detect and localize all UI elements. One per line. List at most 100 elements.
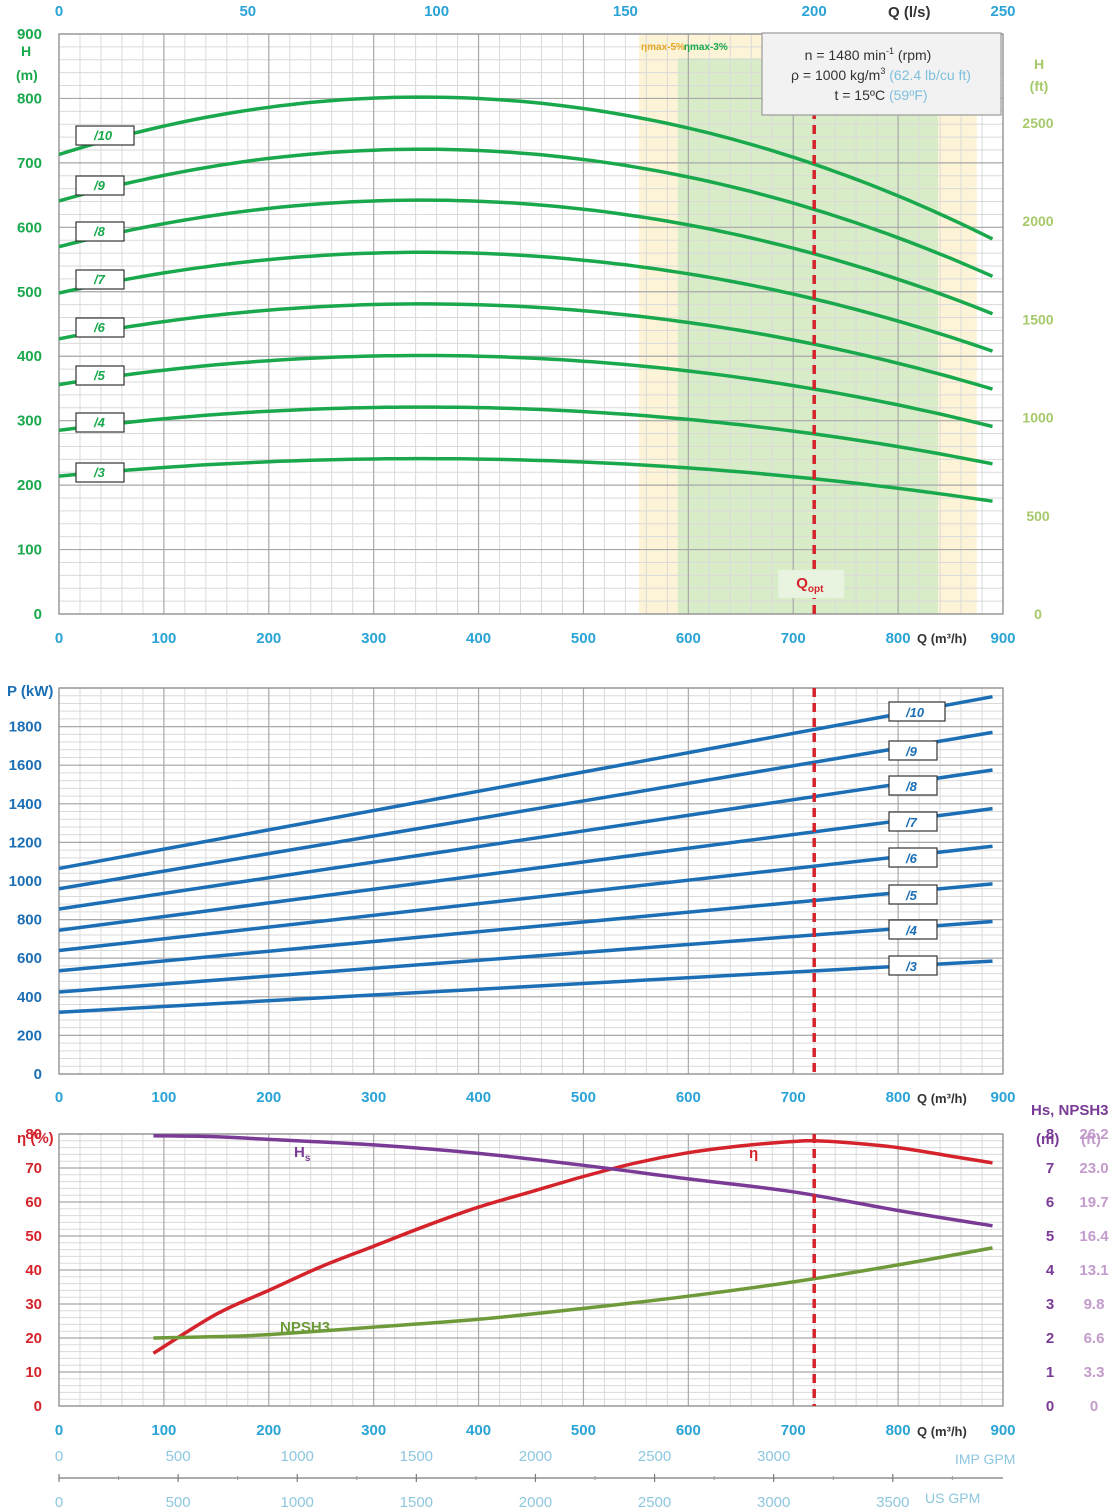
head-label-text: /3 — [93, 465, 106, 480]
head-label-stage-3: /3 — [75, 462, 125, 483]
power-label-text: /10 — [905, 705, 925, 720]
power-x-tick: 100 — [151, 1089, 176, 1106]
head-y-title-m: H — [21, 43, 31, 59]
qopt-label-bg — [778, 570, 845, 598]
eff-y-tick: 40 — [25, 1262, 42, 1279]
head-y-tick: 700 — [17, 155, 42, 172]
head-y-unit-ft: (ft) — [1030, 78, 1049, 94]
power-label-box — [888, 955, 938, 976]
power-x-tick: 400 — [466, 1089, 491, 1106]
eff-y-tick: 80 — [25, 1126, 42, 1143]
npsh-ft-tick: 0 — [1090, 1398, 1098, 1415]
npsh-y-unit-m: (m) — [1036, 1131, 1059, 1148]
density-text: ρ = 1000 kg/m — [791, 67, 880, 83]
head-x-tick: 500 — [571, 630, 596, 647]
imp-gpm-tick: 2000 — [519, 1448, 552, 1465]
power-x-tick: 800 — [886, 1089, 911, 1106]
npsh-m-tick: 4 — [1046, 1262, 1055, 1279]
qopt-label-sub: opt — [808, 584, 824, 595]
eff-x-tick: 0 — [55, 1422, 63, 1439]
power-curve-stage-3 — [58, 959, 993, 1014]
head-label-text: /8 — [93, 224, 106, 239]
power-label-stage-3: /3 — [888, 955, 938, 976]
head-top-tick: 250 — [990, 3, 1015, 20]
head-yft-tick: 500 — [1026, 508, 1050, 524]
npsh-m-tick: 0 — [1046, 1398, 1054, 1415]
npsh-y-unit-ft: (ft) — [1081, 1131, 1101, 1148]
temperature-imperial: (59ºF) — [889, 87, 928, 103]
us-gpm-label: US GPM — [925, 1490, 980, 1506]
power-label-stage-10: /10 — [888, 701, 946, 722]
head-y-unit-m: (m) — [16, 67, 38, 83]
head-yft-tick: 1000 — [1022, 410, 1053, 426]
power-label-text: /7 — [905, 815, 918, 830]
eff-y-tick: 10 — [25, 1364, 42, 1381]
imp-gpm-tick: 1500 — [400, 1448, 433, 1465]
head-label-box — [75, 269, 125, 290]
head-label-text: /5 — [93, 368, 106, 383]
power-curve-stage-4 — [58, 919, 993, 994]
head-label-stage-10: /10 — [75, 125, 135, 146]
head-curve-stage-6 — [58, 302, 993, 391]
npsh-ft-tick: 23.0 — [1079, 1160, 1108, 1177]
eff-x-tick: 400 — [466, 1422, 491, 1439]
eta-series-label: η — [749, 1145, 758, 1162]
npsh-ft-tick: 6.6 — [1084, 1330, 1105, 1347]
power-x-unit: Q (m³/h) — [917, 1091, 967, 1106]
power-label-stage-7: /7 — [888, 811, 938, 832]
power-label-text: /9 — [905, 744, 918, 759]
us-gpm-tick: 500 — [166, 1494, 191, 1511]
curve-hs — [153, 1133, 993, 1228]
eff-y-tick: 20 — [25, 1330, 42, 1347]
head-x-tick: 700 — [781, 630, 806, 647]
npsh-y-title: Hs, NPSH3 — [1031, 1102, 1109, 1119]
density-exponent: 3 — [880, 66, 885, 76]
head-label-box — [75, 462, 125, 483]
head-x-tick: 400 — [466, 630, 491, 647]
eta-3pct-band — [677, 58, 938, 614]
npsh-ft-tick: 9.8 — [1084, 1296, 1105, 1313]
power-y-tick: 0 — [34, 1066, 42, 1083]
npsh-m-tick: 1 — [1046, 1364, 1054, 1381]
head-y-tick: 800 — [17, 90, 42, 107]
npsh-ft-tick: 3.3 — [1084, 1364, 1105, 1381]
density-imperial: (62.4 lb/cu ft) — [885, 67, 971, 83]
head-x-tick: 0 — [55, 630, 63, 647]
power-x-tick: 0 — [55, 1089, 63, 1106]
head-y-tick: 300 — [17, 413, 42, 430]
power-y-tick: 400 — [17, 989, 42, 1006]
imp-gpm-tick: 3000 — [757, 1448, 790, 1465]
eff-y-tick: 30 — [25, 1296, 42, 1313]
power-label-box — [888, 847, 938, 868]
head-plot-frame — [58, 33, 1004, 615]
speed-exponent: -1 — [886, 46, 894, 56]
power-label-text: /5 — [905, 888, 918, 903]
head-label-text: /4 — [93, 415, 106, 430]
head-top-tick: 150 — [613, 3, 638, 20]
npsh-m-tick: 5 — [1046, 1228, 1054, 1245]
power-label-box — [888, 884, 938, 905]
us-gpm-tick: 3500 — [876, 1494, 909, 1511]
head-curve-stage-9 — [58, 147, 994, 278]
power-curve-stage-7 — [58, 806, 993, 932]
npsh-m-tick: 6 — [1046, 1194, 1054, 1211]
power-label-box — [888, 775, 938, 796]
head-label-stage-9: /9 — [75, 175, 125, 196]
eff-x-tick: 100 — [151, 1422, 176, 1439]
us-gpm-tick: 1000 — [281, 1494, 314, 1511]
head-top-unit: Q (l/s) — [888, 4, 931, 21]
head-x-tick: 900 — [990, 630, 1015, 647]
head-x-tick: 100 — [151, 630, 176, 647]
head-label-box — [75, 175, 125, 196]
head-label-stage-6: /6 — [75, 317, 125, 338]
eta-5pct-label: ηmax-5% — [641, 42, 685, 53]
head-x-tick: 200 — [256, 630, 281, 647]
power-curve-stage-6 — [58, 844, 993, 953]
head-curve-stage-5 — [58, 353, 993, 429]
head-label-text: /10 — [93, 128, 113, 143]
eff-x-unit: Q (m³/h) — [917, 1424, 967, 1439]
head-curve-stage-3 — [58, 456, 993, 503]
power-y-tick: 200 — [17, 1027, 42, 1044]
power-label-text: /6 — [905, 851, 918, 866]
